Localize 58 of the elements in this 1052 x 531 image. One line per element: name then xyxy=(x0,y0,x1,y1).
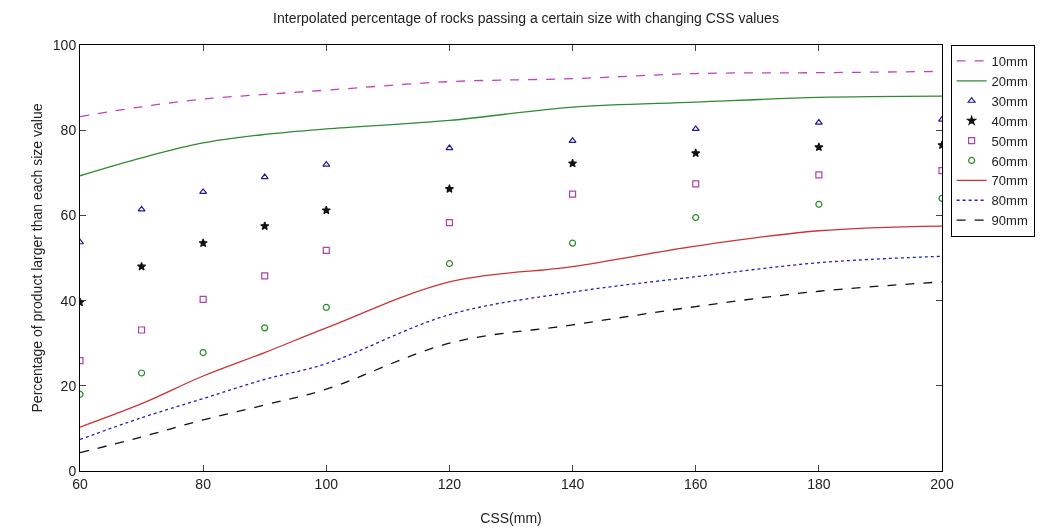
point xyxy=(137,205,146,212)
y-tick-label: 60 xyxy=(60,207,77,224)
point xyxy=(815,171,823,179)
x-axis-title: CSS(mm) xyxy=(480,510,542,526)
x-tick-label: 180 xyxy=(807,475,831,492)
point xyxy=(260,221,270,231)
y-axis-title: Percentage of product larger than each size value xyxy=(29,103,45,413)
point xyxy=(445,219,454,227)
point xyxy=(692,180,700,188)
point xyxy=(568,239,577,247)
y-tick-label: 80 xyxy=(60,122,77,139)
point xyxy=(814,142,824,152)
line-series xyxy=(80,95,942,177)
point xyxy=(199,348,207,357)
point xyxy=(814,118,823,125)
legend-label: 10mm xyxy=(991,54,1028,70)
y-tick-label: 100 xyxy=(52,36,77,53)
point xyxy=(322,303,330,312)
point xyxy=(691,125,700,132)
point xyxy=(261,324,269,332)
x-tick-label: 160 xyxy=(684,475,708,492)
chart-title: Interpolated percentage of rocks passing a certain size with changing CSS values xyxy=(273,10,779,27)
point xyxy=(260,173,269,180)
point xyxy=(136,261,147,271)
point xyxy=(692,213,700,222)
legend-label: 90mm xyxy=(991,213,1028,229)
point xyxy=(567,158,578,168)
line-series xyxy=(80,255,942,441)
point xyxy=(568,190,577,198)
point xyxy=(444,184,455,193)
y-tick-label: 20 xyxy=(60,377,77,394)
x-tick-label: 120 xyxy=(437,475,462,492)
line-series xyxy=(80,225,942,428)
point xyxy=(322,246,330,254)
point xyxy=(199,295,207,303)
point xyxy=(445,144,454,151)
line-series xyxy=(80,281,942,454)
legend-label: 70mm xyxy=(991,173,1028,189)
legend-label: 50mm xyxy=(991,133,1028,149)
legend-label: 40mm xyxy=(991,113,1028,129)
x-tick-label: 200 xyxy=(930,475,954,492)
point xyxy=(199,188,208,195)
legend-label: 80mm xyxy=(991,193,1028,209)
point xyxy=(445,259,454,268)
point xyxy=(261,272,269,280)
point xyxy=(198,238,208,248)
x-tick-label: 140 xyxy=(560,475,585,492)
x-tick-label: 100 xyxy=(314,475,339,492)
legend-label: 30mm xyxy=(991,93,1028,109)
x-tick-label: 80 xyxy=(195,475,212,492)
legend-label: 20mm xyxy=(991,73,1028,89)
y-tick-label: 40 xyxy=(60,292,77,309)
point xyxy=(137,369,146,377)
point xyxy=(691,148,701,158)
point xyxy=(321,205,331,215)
point xyxy=(815,200,823,208)
legend-label: 60mm xyxy=(991,153,1028,169)
point xyxy=(137,326,146,334)
